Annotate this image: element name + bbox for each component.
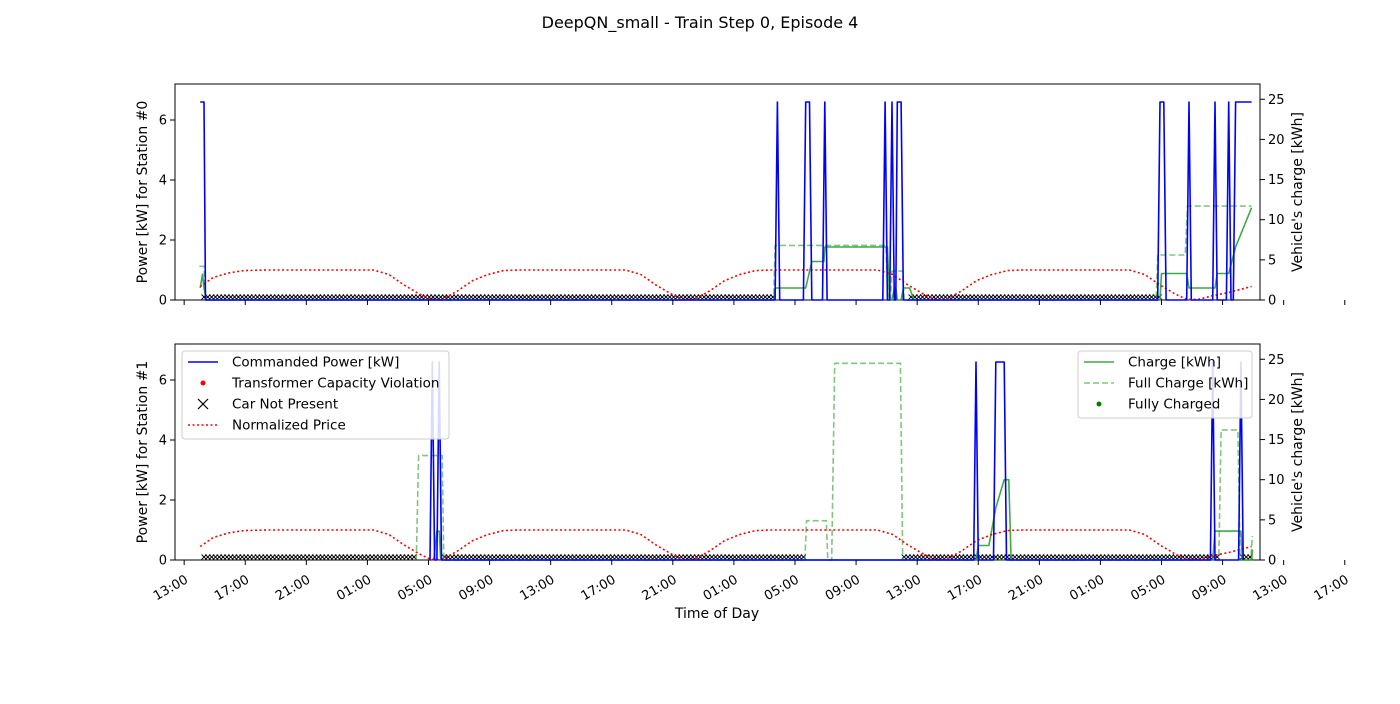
legend-item-price: Normalized Price: [188, 418, 346, 434]
legend-label: Transformer Capacity Violation: [231, 376, 439, 392]
y2-tick-label: 10: [1268, 213, 1285, 228]
x-tick-label: 17:00: [1312, 572, 1352, 604]
station-1-series: [199, 361, 1254, 561]
x-tick-label: 13:00: [518, 572, 558, 604]
series-full-charge-line: [199, 205, 1252, 301]
legend-item-fully-charged: Fully Charged: [1096, 397, 1220, 413]
legend-item-charge: Charge [kWh]: [1084, 355, 1221, 371]
station-0-y2label: Vehicle's charge [kWh]: [1290, 112, 1306, 272]
series-power-line: [429, 361, 1244, 561]
legend-label: Car Not Present: [232, 397, 338, 413]
x-tick-label: 21:00: [1006, 572, 1046, 604]
x-tick-label: 01:00: [701, 572, 741, 604]
series-charge-line: [433, 478, 1254, 561]
y-tick-label: 2: [159, 234, 167, 249]
legend-label: Charge [kWh]: [1128, 355, 1221, 371]
x-tick-label: 01:00: [334, 572, 374, 604]
y-tick-label: 4: [159, 174, 167, 189]
station-1-y2label: Vehicle's charge [kWh]: [1290, 372, 1306, 532]
x-tick-label: 01:00: [1067, 572, 1107, 604]
x-tick-label: 05:00: [762, 572, 802, 604]
series-full-charge-line: [415, 362, 1254, 561]
y2-tick-label: 0: [1268, 554, 1276, 569]
y-tick-label: 4: [159, 434, 167, 449]
legend-right: Charge [kWh] Full Charge [kWh] Fully Charg…: [1077, 350, 1253, 419]
x-tick-label: 17:00: [945, 572, 985, 604]
station-0-ylabel: Power [kW] for Station #0: [135, 101, 151, 284]
y2-tick-label: 25: [1268, 353, 1285, 368]
x-tick-label: 09:00: [1189, 572, 1229, 604]
figure-title: DeepQN_small - Train Step 0, Episode 4: [542, 13, 859, 33]
y-tick-label: 6: [159, 114, 167, 129]
series-price-line: [199, 269, 1252, 301]
y2-tick-label: 25: [1268, 93, 1285, 108]
legend-label: Commanded Power [kW]: [232, 355, 399, 371]
x-axis-label: Time of Day: [674, 606, 759, 622]
series-price-line: [199, 529, 1252, 561]
y-tick-label: 2: [159, 494, 167, 509]
y2-tick-label: 20: [1268, 133, 1285, 148]
y2-tick-label: 5: [1268, 253, 1276, 268]
x-tick-label: 21:00: [640, 572, 680, 604]
x-tick-label: 13:00: [151, 572, 191, 604]
legend-label: Normalized Price: [232, 418, 346, 434]
x-tick-label: 17:00: [212, 572, 252, 604]
x-tick-label: 17:00: [579, 572, 619, 604]
station-0-plot-area: [174, 83, 1261, 301]
y2-tick-label: 20: [1268, 393, 1285, 408]
x-tick-label: 13:00: [884, 572, 924, 604]
legend-label: Full Charge [kWh]: [1128, 376, 1248, 392]
y2-tick-label: 15: [1268, 433, 1285, 448]
x-tick-label: 09:00: [823, 572, 863, 604]
y2-tick-label: 10: [1268, 473, 1285, 488]
series-charge-line: [199, 207, 1253, 301]
x-tick-label: 05:00: [1128, 572, 1168, 604]
x-tick-label: 21:00: [273, 572, 313, 604]
legend-left: Commanded Power [kW] Transformer Capacity…: [181, 350, 450, 440]
legend-item-full-charge: Full Charge [kWh]: [1084, 376, 1248, 392]
y2-tick-label: 5: [1268, 513, 1276, 528]
y2-tick-label: 15: [1268, 173, 1285, 188]
y-tick-label: 0: [159, 554, 167, 569]
x-tick-label: 05:00: [395, 572, 435, 604]
x-tick-label: 13:00: [1251, 572, 1291, 604]
station-1-ylabel: Power [kW] for Station #1: [135, 361, 151, 544]
station-0-panel: 0 2 4 6 0 5 10 15 20 25 Power [kW] for Station #0…: [135, 83, 1346, 309]
y-tick-label: 0: [159, 294, 167, 309]
series-power-line: [200, 101, 1252, 301]
x-tick-label: 09:00: [456, 572, 496, 604]
legend-item-violation: Transformer Capacity Violation: [200, 376, 439, 392]
station-0-series: [199, 101, 1253, 301]
legend-item-car-not_present: Car Not Present: [197, 397, 338, 413]
station-0-axes: 0 2 4 6 0 5 10 15 20 25: [159, 93, 1346, 309]
legend-label: Fully Charged: [1128, 397, 1220, 413]
y-tick-label: 6: [159, 374, 167, 389]
legend-item-power: Commanded Power [kW]: [188, 355, 399, 371]
y2-tick-label: 0: [1268, 294, 1276, 309]
